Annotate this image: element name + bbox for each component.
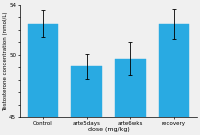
Bar — [115, 59, 146, 135]
Bar — [28, 23, 58, 135]
Y-axis label: Testosterone concentration (nmol/L): Testosterone concentration (nmol/L) — [3, 11, 8, 111]
Bar — [159, 23, 189, 135]
X-axis label: dose (mg/kg): dose (mg/kg) — [88, 127, 129, 132]
Bar — [71, 66, 102, 135]
